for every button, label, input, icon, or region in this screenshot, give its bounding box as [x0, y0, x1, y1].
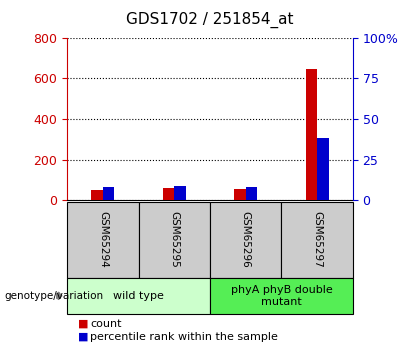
Text: GDS1702 / 251854_at: GDS1702 / 251854_at	[126, 12, 294, 28]
Bar	[103, 187, 114, 200]
Text: GSM65294: GSM65294	[98, 211, 108, 268]
Bar	[306, 69, 317, 200]
Text: ■: ■	[78, 332, 88, 342]
Bar	[163, 188, 174, 200]
Text: percentile rank within the sample: percentile rank within the sample	[90, 332, 278, 342]
Text: genotype/variation: genotype/variation	[4, 291, 103, 301]
Text: GSM65297: GSM65297	[312, 211, 322, 268]
Bar	[234, 189, 246, 200]
Bar	[317, 138, 328, 200]
Text: phyA phyB double
mutant: phyA phyB double mutant	[231, 285, 332, 307]
Text: count: count	[90, 319, 122, 328]
Text: GSM65296: GSM65296	[241, 211, 251, 268]
Text: ■: ■	[78, 319, 88, 328]
Text: GSM65295: GSM65295	[169, 211, 179, 268]
Bar	[92, 190, 103, 200]
Bar	[174, 186, 186, 200]
Text: wild type: wild type	[113, 291, 164, 301]
Bar	[246, 187, 257, 200]
